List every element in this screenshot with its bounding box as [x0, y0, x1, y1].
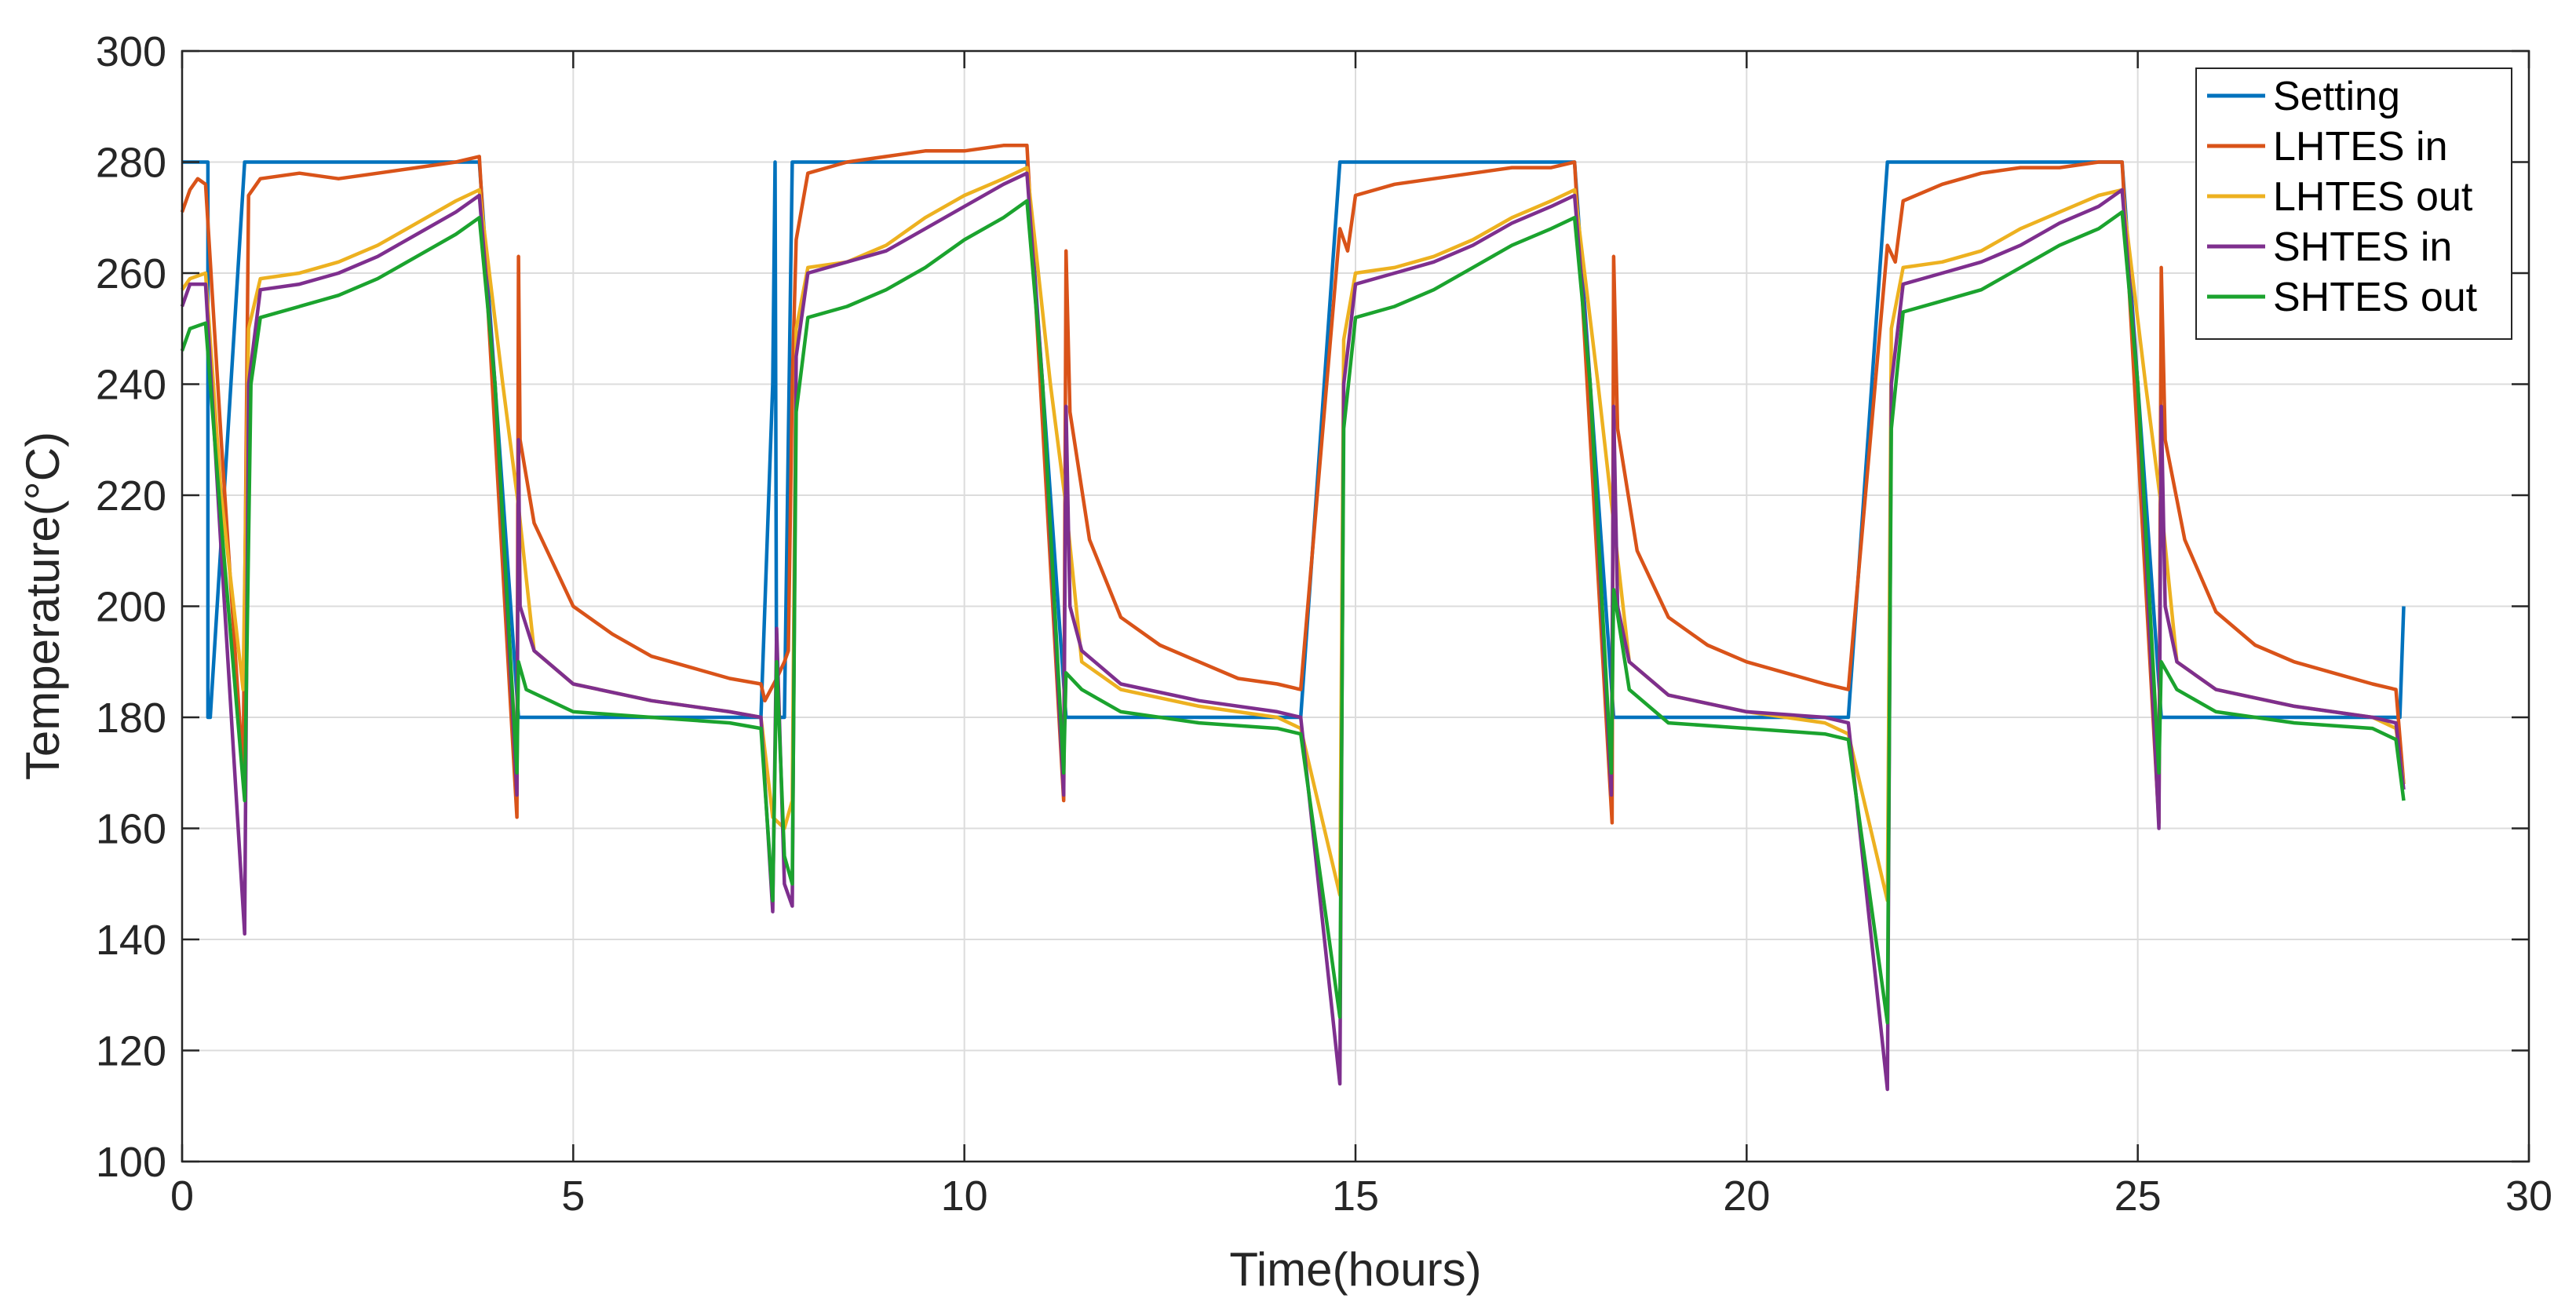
legend-label-shtes-in: SHTES in — [2273, 224, 2452, 270]
legend-label-lhtes-out: LHTES out — [2273, 174, 2473, 220]
x-axis-title: Time(hours) — [1229, 1243, 1481, 1296]
x-tick-label: 25 — [2114, 1173, 2162, 1220]
x-tick-label: 5 — [561, 1173, 585, 1220]
y-tick-label: 260 — [96, 250, 166, 297]
x-tick-label: 0 — [170, 1173, 194, 1220]
y-tick-label: 220 — [96, 472, 166, 520]
legend-label-lhtes-in: LHTES in — [2273, 124, 2448, 170]
y-tick-label: 240 — [96, 362, 166, 409]
y-tick-label: 140 — [96, 917, 166, 964]
legend-label-shtes-out: SHTES out — [2273, 275, 2478, 320]
series-line-lhtes-out — [181, 166, 2406, 903]
y-tick-label: 200 — [96, 584, 166, 631]
x-tick-label: 15 — [1332, 1173, 1379, 1220]
legend-label-setting: Setting — [2273, 74, 2400, 119]
y-tick-label: 100 — [96, 1139, 166, 1186]
y-tick-label: 180 — [96, 695, 166, 742]
y-tick-label: 280 — [96, 140, 166, 187]
x-tick-label: 20 — [1723, 1173, 1770, 1220]
x-tick-label: 10 — [941, 1173, 988, 1220]
y-axis-title: Temperature(°C) — [16, 432, 69, 780]
y-tick-label: 300 — [96, 28, 166, 75]
legend-box — [2195, 67, 2512, 340]
x-tick-label: 30 — [2505, 1173, 2552, 1220]
series-lines — [180, 144, 2406, 1092]
axis-ticks: 0 5 10 15 20 25 30 100 120 140 160 180 200 220 240 260 2… — [96, 28, 2552, 1220]
y-tick-label: 160 — [96, 806, 166, 853]
series-line-lhtes-in — [180, 144, 2406, 825]
series-line-shtes-out — [180, 199, 2406, 1025]
y-tick-label: 120 — [96, 1028, 166, 1075]
series-line-setting — [182, 160, 2406, 720]
